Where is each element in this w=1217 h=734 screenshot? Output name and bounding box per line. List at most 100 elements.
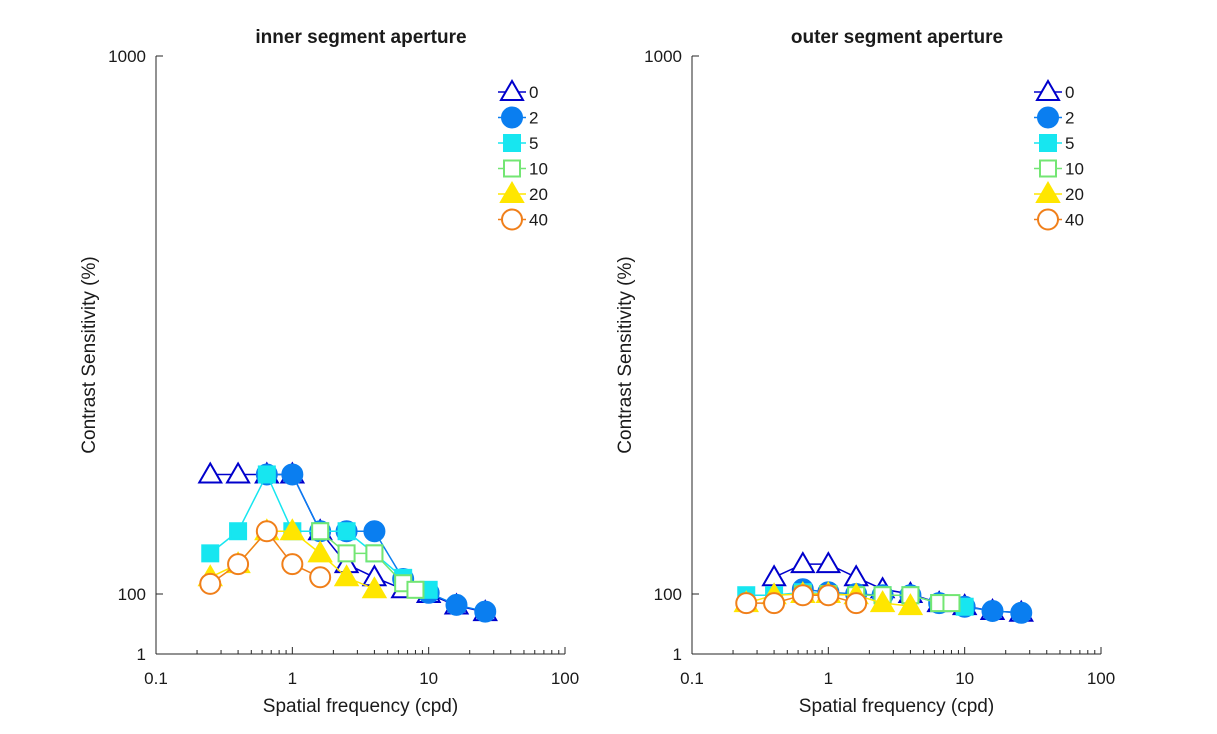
data-point: [281, 553, 304, 576]
legend-item: 10: [498, 159, 548, 179]
legend-label: 0: [1065, 83, 1074, 102]
data-point: [307, 540, 333, 563]
x-axis-label: Spatial frequency (cpd): [263, 696, 458, 717]
y-tick-label: 100: [118, 585, 146, 604]
legend-item: 5: [498, 134, 538, 153]
data-point: [255, 520, 278, 543]
legend-item: 2: [498, 106, 538, 129]
data-point: [981, 599, 1004, 622]
data-point: [227, 553, 250, 576]
y-axis-label: Contrast Sensitivity (%): [79, 256, 100, 453]
x-tick-label: 1: [288, 669, 297, 688]
legend-label: 0: [529, 83, 538, 102]
data-point: [474, 600, 497, 623]
data-point: [845, 592, 868, 615]
legend-marker: [1039, 134, 1057, 152]
series-10: [311, 522, 425, 599]
legend-label: 5: [1065, 134, 1074, 153]
legend-label: 5: [529, 134, 538, 153]
data-point: [735, 592, 758, 615]
panel-title: inner segment aperture: [255, 27, 466, 48]
x-tick-label: 10: [955, 669, 974, 688]
legend-label: 2: [1065, 109, 1074, 128]
legend-marker: [501, 208, 523, 231]
data-point: [815, 551, 842, 574]
data-point: [791, 584, 814, 607]
data-point: [337, 544, 356, 563]
data-point: [817, 584, 840, 607]
data-point: [197, 461, 223, 484]
legend-item: 20: [498, 181, 548, 204]
x-tick-label: 1: [824, 669, 833, 688]
legend-marker: [1035, 181, 1061, 203]
legend-item: 2: [1034, 106, 1074, 129]
legend-label: 10: [529, 160, 548, 179]
panel-title: outer segment aperture: [791, 27, 1003, 48]
data-point: [365, 544, 384, 563]
data-point: [279, 518, 306, 541]
legend-item: 40: [498, 208, 548, 231]
legend-label: 40: [1065, 211, 1084, 230]
x-tick-label: 100: [1087, 669, 1115, 688]
legend-item: 10: [1034, 159, 1084, 179]
legend-label: 20: [529, 185, 548, 204]
data-point: [199, 572, 222, 595]
data-point: [361, 576, 388, 599]
y-tick-label: 1: [137, 645, 146, 664]
legend-item: 0: [498, 79, 538, 102]
legend-marker: [1037, 208, 1059, 231]
panel-inner-segment: inner segment aperture 0.1 1 10 10011001000…: [79, 27, 579, 717]
series-40: [735, 584, 868, 615]
x-tick-label: 0.1: [680, 669, 704, 688]
y-axis-label: Contrast Sensitivity (%): [615, 256, 636, 453]
data-point: [790, 551, 816, 574]
data-point: [311, 522, 330, 541]
y-tick-label: 1000: [644, 47, 682, 66]
legend-marker: [499, 79, 525, 101]
legend-item: 40: [1034, 208, 1084, 231]
legend: 0 2 5 10 20 40: [1034, 79, 1084, 231]
data-point: [333, 564, 360, 587]
data-point: [229, 522, 248, 541]
y-tick-label: 1000: [108, 47, 146, 66]
x-tick-label: 0.1: [144, 669, 168, 688]
legend-item: 0: [1034, 79, 1074, 102]
series-40: [199, 520, 332, 595]
y-tick-label: 100: [654, 585, 682, 604]
panel-outer-segment: outer segment aperture 0.1 1 10 10011001000…: [615, 27, 1115, 717]
data-point: [309, 566, 332, 589]
legend-label: 40: [529, 211, 548, 230]
y-tick-label: 1: [673, 645, 682, 664]
legend-marker: [501, 106, 523, 129]
data-point: [1010, 601, 1033, 624]
x-tick-label: 100: [551, 669, 579, 688]
legend-marker: [503, 159, 521, 178]
data-point: [201, 544, 220, 563]
data-point: [869, 590, 896, 613]
data-point: [281, 463, 304, 486]
data-point: [942, 594, 961, 613]
legend: 0 2 5 10 20 40: [498, 79, 548, 231]
legend-marker: [499, 181, 525, 203]
legend-label: 2: [529, 109, 538, 128]
legend-item: 5: [1034, 134, 1074, 153]
x-axis-label: Spatial frequency (cpd): [799, 696, 994, 717]
legend-marker: [1035, 79, 1061, 101]
data-point: [363, 520, 386, 543]
legend-marker: [1037, 106, 1059, 129]
legend-label: 10: [1065, 160, 1084, 179]
data-point: [897, 593, 924, 616]
data-point: [445, 593, 468, 616]
legend-marker: [1039, 159, 1057, 178]
data-point: [337, 522, 356, 541]
series-line: [210, 473, 486, 613]
data-point: [257, 465, 276, 484]
data-point: [225, 461, 251, 484]
legend-marker: [503, 134, 521, 152]
legend-label: 20: [1065, 185, 1084, 204]
data-point: [406, 580, 425, 599]
data-point: [763, 592, 786, 615]
legend-item: 20: [1034, 181, 1084, 204]
x-tick-label: 10: [419, 669, 438, 688]
